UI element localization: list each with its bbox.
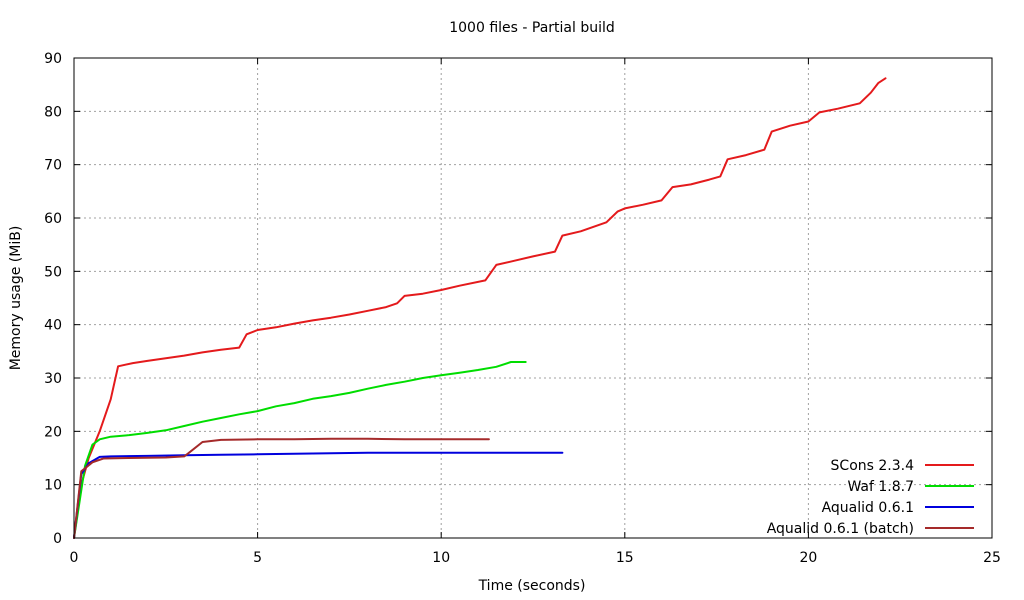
series-line <box>73 361 527 539</box>
legend-label: Aqualid 0.6.1 <box>822 500 914 516</box>
x-tick-label: 0 <box>70 550 79 566</box>
series-line <box>73 77 887 539</box>
y-tick-label: 20 <box>44 424 62 440</box>
y-tick-label: 40 <box>44 318 62 334</box>
x-tick-label: 25 <box>983 550 1001 566</box>
y-axis-ticks: 0 10 20 30 40 50 60 70 80 90 <box>44 51 992 547</box>
y-tick-label: 70 <box>44 158 62 174</box>
x-axis-label: Time (seconds) <box>478 578 586 594</box>
x-tick-label: 5 <box>253 550 262 566</box>
x-tick-label: 15 <box>616 550 634 566</box>
series-line <box>73 451 564 539</box>
series-line <box>73 437 490 539</box>
grid-lines <box>74 58 992 538</box>
legend-label: Aqualid 0.6.1 (batch) <box>767 521 914 537</box>
x-tick-label: 20 <box>799 550 817 566</box>
y-tick-label: 0 <box>53 531 62 547</box>
y-tick-label: 60 <box>44 211 62 227</box>
legend: SCons 2.3.4 Waf 1.8.7 Aqualid 0.6.1 Aqualid… <box>767 458 974 537</box>
legend-label: Waf 1.8.7 <box>847 479 914 495</box>
plot-frame <box>73 57 993 539</box>
y-tick-label: 80 <box>44 104 62 120</box>
chart-title: 1000 files - Partial build <box>449 20 615 36</box>
y-tick-label: 50 <box>44 264 62 280</box>
y-axis-label: Memory usage (MiB) <box>8 226 24 371</box>
x-tick-label: 10 <box>432 550 450 566</box>
y-tick-label: 90 <box>44 51 62 67</box>
y-tick-label: 10 <box>44 478 62 494</box>
legend-label: SCons 2.3.4 <box>831 458 915 474</box>
series-lines <box>73 77 887 539</box>
y-tick-label: 30 <box>44 371 62 387</box>
